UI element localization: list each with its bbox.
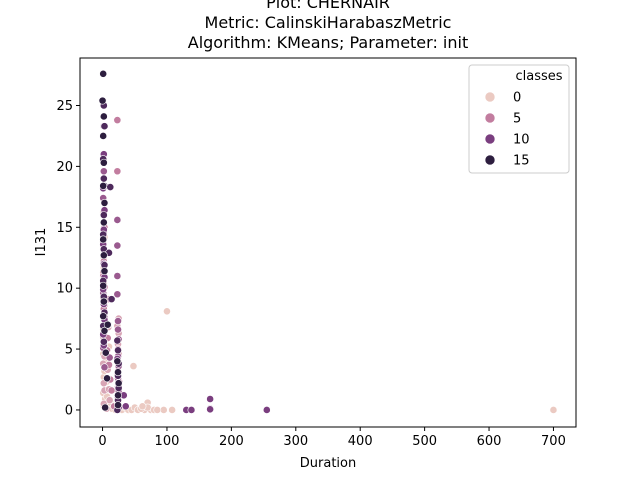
data-point — [206, 395, 215, 403]
data-point — [113, 272, 122, 280]
data-point — [99, 297, 108, 306]
data-point — [114, 391, 122, 400]
data-point — [262, 406, 271, 414]
x-tick-label: 600 — [477, 434, 502, 449]
legend: classes 0 5 10 15 — [468, 64, 570, 174]
legend-marker — [484, 112, 496, 124]
data-points — [98, 69, 558, 414]
data-point — [549, 406, 558, 414]
legend-entries: 0 5 10 15 — [484, 91, 530, 169]
legend-marker — [484, 91, 496, 103]
data-point — [113, 290, 122, 299]
y-tick-label: 0 — [65, 403, 73, 418]
legend-label: 0 — [513, 91, 521, 106]
data-point — [100, 199, 109, 207]
legend-label: 5 — [513, 112, 521, 127]
data-point — [113, 241, 122, 250]
data-point — [99, 251, 108, 260]
x-axis-ticks: 0 100 200 300 400 500 600 700 — [98, 427, 566, 449]
x-tick-label: 400 — [348, 434, 373, 449]
data-point — [99, 167, 108, 176]
data-point — [113, 336, 122, 345]
data-point — [129, 362, 138, 371]
x-tick-label: 200 — [219, 434, 244, 449]
data-point — [99, 312, 108, 321]
data-point — [100, 267, 109, 276]
data-point — [107, 386, 116, 395]
data-point — [99, 174, 108, 183]
data-point — [101, 403, 110, 412]
x-tick-label: 300 — [283, 434, 308, 449]
data-point — [99, 337, 108, 346]
chart-title: Plot: CHERNAIR Metric: CalinskiHarabaszM… — [188, 0, 468, 52]
y-tick-label: 5 — [65, 343, 73, 358]
title-line-2: Metric: CalinskiHarabaszMetric — [205, 13, 452, 32]
legend-marker — [484, 133, 496, 145]
plot-frame — [79, 57, 577, 428]
legend-label: 15 — [513, 154, 530, 169]
data-point — [206, 405, 215, 414]
data-point — [106, 183, 115, 191]
data-point — [114, 368, 122, 377]
data-point — [103, 320, 112, 329]
data-point — [99, 69, 108, 78]
data-point — [99, 281, 108, 290]
data-point — [138, 402, 147, 411]
title-line-3: Algorithm: KMeans; Parameter: init — [188, 33, 468, 52]
y-axis-ticks: 0 5 10 15 20 25 — [56, 99, 80, 418]
legend-label: 10 — [513, 133, 530, 148]
data-point — [153, 406, 162, 414]
y-tick-label: 15 — [56, 221, 73, 236]
data-point — [107, 295, 116, 304]
data-point — [105, 396, 114, 405]
data-point — [100, 363, 109, 372]
data-point — [114, 346, 122, 355]
x-tick-label: 700 — [541, 434, 566, 449]
y-tick-label: 25 — [56, 99, 73, 114]
data-point — [113, 216, 122, 224]
data-point — [99, 112, 108, 121]
data-point — [114, 401, 122, 409]
data-point — [114, 379, 123, 388]
data-point — [98, 96, 107, 105]
data-point — [99, 181, 108, 190]
data-point — [113, 116, 122, 125]
data-point — [121, 402, 130, 411]
data-point — [99, 235, 108, 244]
x-tick-label: 0 — [98, 434, 106, 449]
data-point — [114, 317, 122, 325]
title-line-1: Plot: CHERNAIR — [266, 0, 390, 12]
data-point — [114, 325, 122, 334]
data-point — [100, 122, 109, 131]
data-point — [187, 406, 196, 414]
data-point — [163, 307, 171, 316]
data-point — [100, 326, 109, 335]
data-point — [99, 218, 108, 227]
data-point — [103, 374, 111, 383]
data-point — [99, 158, 108, 167]
legend-title: classes — [515, 69, 562, 84]
data-point — [113, 167, 122, 176]
y-axis-label: I131 — [34, 228, 49, 257]
x-axis-label: Duration — [300, 456, 356, 471]
data-point — [159, 406, 168, 414]
data-point — [99, 211, 108, 219]
y-tick-label: 20 — [56, 160, 73, 175]
data-point — [113, 357, 122, 366]
x-tick-label: 100 — [155, 434, 180, 449]
legend-box — [468, 64, 570, 174]
data-point — [168, 406, 177, 414]
legend-marker — [484, 154, 496, 166]
y-tick-label: 10 — [56, 282, 73, 297]
data-point — [99, 132, 108, 140]
data-point — [101, 348, 110, 357]
x-tick-label: 500 — [412, 434, 437, 449]
